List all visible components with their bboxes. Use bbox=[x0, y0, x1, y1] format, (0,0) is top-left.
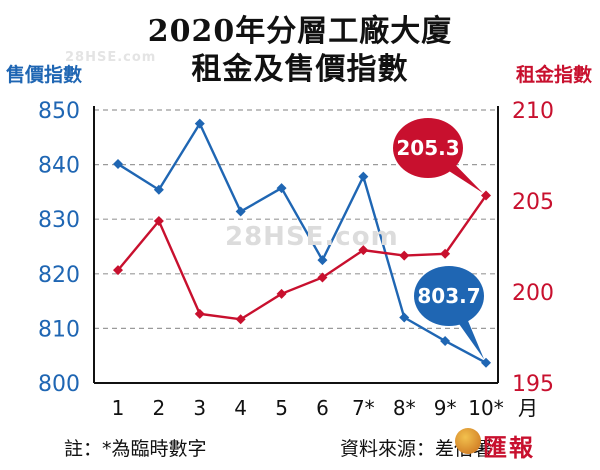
data-point bbox=[358, 171, 369, 182]
x-unit-label: 月 bbox=[518, 396, 538, 420]
source-note: 資料來源：差估署 bbox=[340, 438, 493, 460]
left-axis-title: 售價指數 bbox=[6, 64, 83, 86]
chart-title-line2: 租金及售價指數 bbox=[191, 52, 409, 87]
data-point bbox=[399, 250, 410, 261]
left-tick-label: 820 bbox=[38, 263, 80, 288]
x-tick-label: 9* bbox=[434, 396, 457, 420]
right-tick-label: 200 bbox=[512, 281, 554, 306]
data-point bbox=[194, 308, 205, 319]
data-point bbox=[481, 190, 491, 201]
data-point bbox=[440, 248, 451, 259]
x-tick-label: 2 bbox=[153, 396, 166, 420]
data-point bbox=[235, 314, 246, 325]
data-point bbox=[113, 265, 123, 276]
footnote: 註：*為臨時數字 bbox=[64, 438, 207, 460]
series-line bbox=[117, 121, 487, 364]
x-tick-label: 10* bbox=[468, 396, 503, 420]
x-tick-label: 4 bbox=[234, 396, 247, 420]
callout-bubble bbox=[414, 266, 484, 326]
data-point bbox=[317, 255, 328, 266]
left-tick-label: 840 bbox=[38, 154, 80, 179]
right-tick-label: 205 bbox=[512, 190, 554, 215]
data-point bbox=[153, 184, 164, 195]
left-tick-label: 830 bbox=[38, 208, 80, 233]
data-point bbox=[358, 245, 369, 256]
right-tick-label: 210 bbox=[512, 99, 554, 124]
callout-label: 803.7 bbox=[417, 284, 480, 308]
data-point bbox=[194, 118, 205, 129]
logo-emblem-icon bbox=[455, 428, 481, 454]
x-tick-label: 8* bbox=[393, 396, 416, 420]
watermark-top: 28HSE.com bbox=[65, 50, 157, 65]
right-axis-title: 租金指數 bbox=[515, 64, 592, 86]
data-point bbox=[235, 206, 246, 217]
data-point bbox=[481, 357, 491, 368]
x-tick-label: 7* bbox=[352, 396, 375, 420]
watermark-center: 28HSE.com bbox=[225, 222, 399, 252]
series-line bbox=[117, 194, 487, 321]
data-point bbox=[276, 183, 287, 194]
left-tick-label: 850 bbox=[38, 99, 80, 124]
data-point bbox=[153, 216, 164, 227]
callout-label: 205.3 bbox=[396, 136, 459, 160]
data-point bbox=[399, 312, 410, 323]
callout-bubble bbox=[393, 118, 463, 178]
x-tick-label: 1 bbox=[112, 396, 125, 420]
data-point bbox=[276, 288, 287, 299]
left-tick-label: 800 bbox=[38, 372, 80, 397]
data-point bbox=[113, 159, 123, 170]
x-tick-label: 5 bbox=[275, 396, 288, 420]
data-point bbox=[440, 335, 451, 346]
right-tick-label: 195 bbox=[512, 372, 554, 397]
left-tick-label: 810 bbox=[38, 317, 80, 342]
x-tick-label: 3 bbox=[193, 396, 206, 420]
x-tick-label: 6 bbox=[316, 396, 329, 420]
logo-text: 匯報 bbox=[483, 433, 535, 462]
chart-title-line1: 2020年分層工廠大廈 bbox=[147, 14, 453, 49]
data-point bbox=[317, 272, 328, 283]
